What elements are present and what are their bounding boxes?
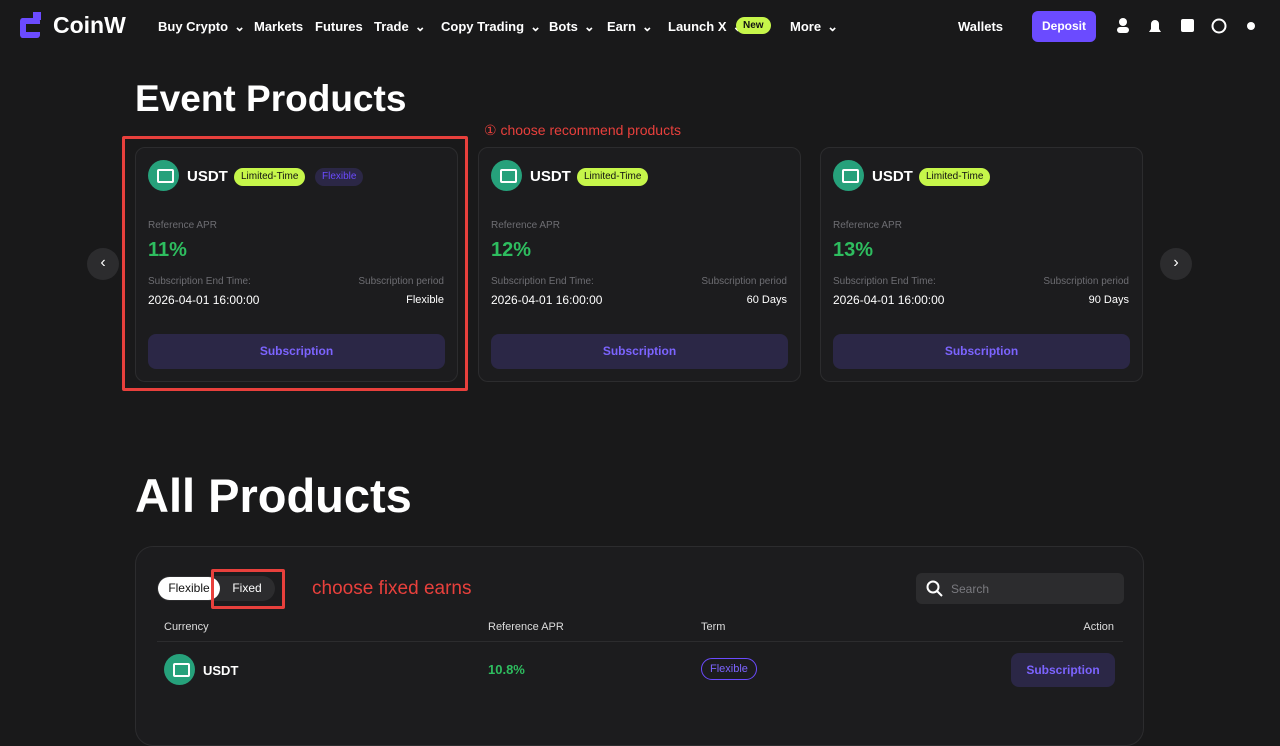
end-label: Subscription End Time: — [148, 276, 251, 287]
period-label: Subscription period — [1043, 276, 1129, 287]
currency: USDT — [203, 663, 239, 678]
highlight-box — [211, 569, 285, 609]
nav-item[interactable]: Futures — [315, 19, 363, 34]
event-card: USDT Limited-Time Reference APR 13% Subscrip… — [820, 147, 1143, 382]
highlight-box — [122, 136, 468, 391]
nav-item[interactable]: Buy Crypto ⌄ — [158, 19, 245, 34]
end-label: Subscription End Time: — [491, 276, 594, 287]
period-label: Subscription period — [358, 276, 444, 287]
annotation: ① choose recommend products — [484, 122, 681, 138]
end-time: 2026-04-01 16:00:00 — [491, 293, 603, 307]
apr-value: 11% — [148, 239, 187, 261]
nav-icons — [1117, 18, 1255, 34]
annotation: choose fixed earns — [312, 578, 472, 599]
period: 60 Days — [746, 294, 787, 306]
caret: ⌄ — [641, 19, 653, 34]
search-placeholder: Search — [951, 582, 990, 596]
logo-icon[interactable] — [20, 12, 44, 40]
subscribe-button[interactable]: Subscription — [1011, 653, 1115, 687]
logo[interactable]: CoinW — [53, 12, 126, 38]
apr-label: Reference APR — [491, 220, 560, 231]
caret: ⌄ — [530, 19, 541, 34]
end-time: 2026-04-01 16:00:00 — [148, 293, 260, 307]
nav-item[interactable]: Launch X⌄ — [668, 19, 743, 35]
icon[interactable] — [1247, 22, 1255, 30]
divider — [157, 641, 1123, 642]
caret: ⌄ — [414, 19, 426, 34]
prev-arrow[interactable]: ‹ — [87, 248, 119, 280]
period: 90 Days — [1088, 294, 1129, 306]
event-card: USDT Limited-Time Flexible Reference APR 11%… — [135, 147, 458, 382]
apr-label: Reference APR — [148, 220, 217, 231]
currency: USDT — [187, 168, 228, 185]
icon[interactable] — [1117, 18, 1129, 33]
tag: Limited-Time — [919, 168, 991, 186]
section-title: All Products — [135, 469, 412, 522]
column-header: Action — [1083, 621, 1114, 633]
caret: ⌄ — [827, 19, 838, 34]
subscribe-button[interactable]: Subscription — [491, 334, 788, 369]
icon[interactable] — [1211, 18, 1227, 34]
column-header: Reference APR — [488, 621, 564, 633]
nav-item[interactable]: Copy Trading ⌄ — [441, 19, 541, 34]
apr-value: 12% — [491, 239, 532, 261]
tag: Limited-Time — [577, 168, 649, 186]
event-card: USDT Limited-Time Reference APR 12% Subscrip… — [478, 147, 801, 382]
tag: Limited-Time — [234, 168, 306, 186]
deposit-button[interactable]: Deposit — [1032, 11, 1096, 42]
wallets-menu[interactable]: Wallets — [958, 19, 1004, 34]
caret: ⌄ — [583, 19, 595, 34]
tag: Flexible — [315, 168, 364, 186]
new-badge: New — [736, 17, 771, 34]
period-label: Subscription period — [701, 276, 787, 287]
apr-value: 10.8% — [488, 662, 525, 677]
nav-item[interactable]: Trade ⌄ — [374, 19, 426, 34]
nav-item[interactable]: Bots ⌄ — [549, 19, 595, 34]
coin-icon — [164, 654, 195, 685]
next-arrow[interactable]: › — [1160, 248, 1192, 280]
subscribe-button[interactable]: Subscription — [833, 334, 1130, 369]
term-tag: Flexible — [701, 658, 757, 680]
currency: USDT — [530, 168, 571, 185]
apr-label: Reference APR — [833, 220, 902, 231]
apr-value: 13% — [833, 239, 874, 261]
currency: USDT — [872, 168, 913, 185]
tab-fixed[interactable]: Fixed — [232, 581, 262, 595]
nav-item[interactable]: Earn ⌄ — [607, 19, 653, 34]
icon[interactable] — [1149, 20, 1161, 32]
nav-item[interactable]: Markets — [254, 19, 304, 34]
caret: ⌄ — [234, 19, 245, 34]
subscribe-button[interactable]: Subscription — [148, 334, 445, 369]
icon[interactable] — [1181, 19, 1194, 32]
page: CoinW Buy Crypto ⌄ Markets Futures Trade ⌄ Cop… — [20, 11, 1255, 746]
end-label: Subscription End Time: — [833, 276, 936, 287]
coin-icon — [833, 160, 864, 191]
end-time: 2026-04-01 16:00:00 — [833, 293, 945, 307]
section-title: Event Products — [135, 78, 407, 119]
period: Flexible — [406, 294, 444, 306]
coin-icon — [148, 160, 179, 191]
tab-flexible[interactable]: Flexible — [158, 577, 220, 600]
coin-icon — [491, 160, 522, 191]
column-header: Term — [701, 621, 726, 633]
column-header: Currency — [164, 621, 209, 633]
search-box[interactable]: Search — [916, 573, 1124, 604]
nav-item[interactable]: More ⌄ — [790, 19, 838, 34]
